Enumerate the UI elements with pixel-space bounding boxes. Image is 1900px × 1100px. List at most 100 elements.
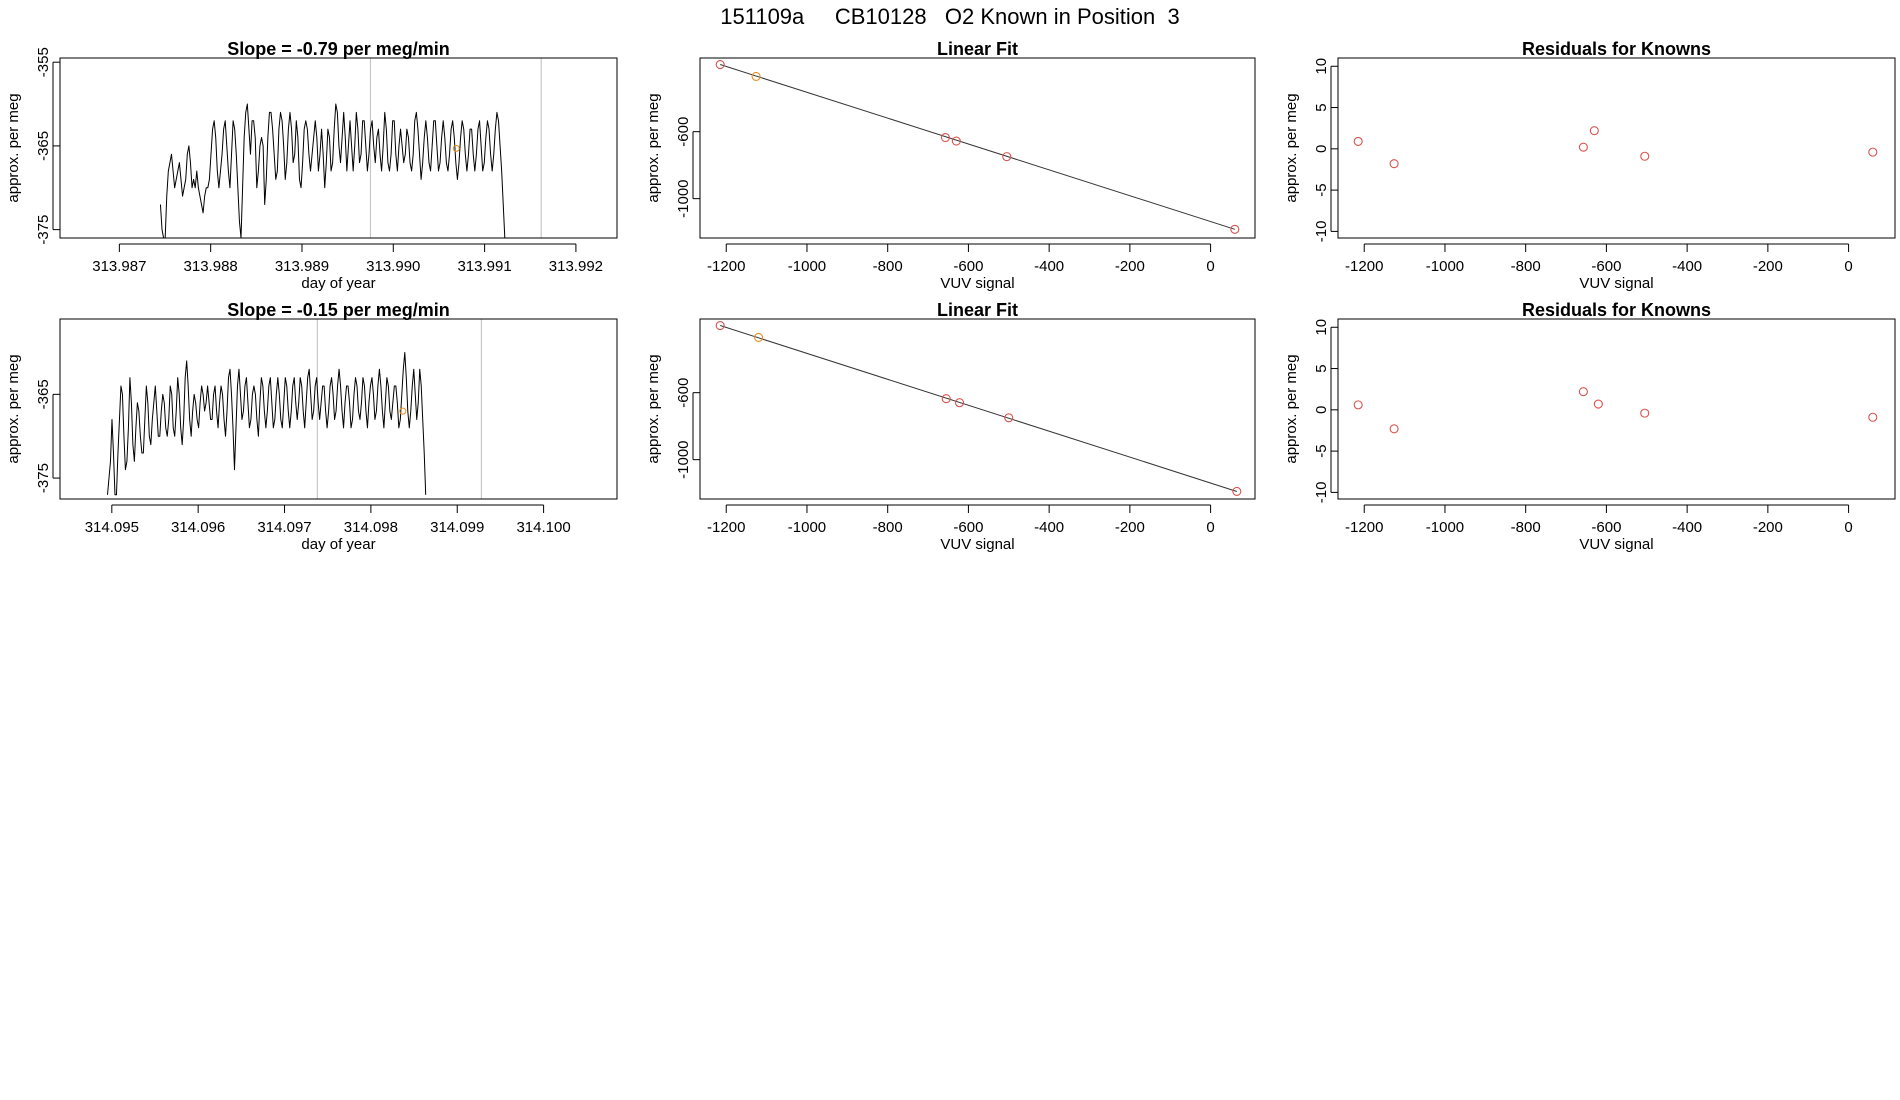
chart-title: Linear Fit xyxy=(937,300,1018,320)
x-tick-label: -600 xyxy=(1591,519,1621,536)
x-axis-label: VUV signal xyxy=(940,275,1014,292)
x-axis-label: VUV signal xyxy=(1579,536,1653,553)
y-tick-label: 5 xyxy=(1313,103,1330,111)
chart-title: Linear Fit xyxy=(937,39,1018,59)
x-tick-label: 314.097 xyxy=(257,519,311,536)
y-tick-label: 10 xyxy=(1313,319,1330,336)
x-tick-label: -1200 xyxy=(707,519,745,536)
plot-frame xyxy=(699,57,1256,239)
y-axis-label: approx. per meg xyxy=(1283,354,1300,463)
y-tick-label: -375 xyxy=(35,215,52,245)
x-axis-label: day of year xyxy=(301,275,375,292)
chart-title: Slope = -0.15 per meg/min xyxy=(227,300,450,320)
series-line xyxy=(159,103,506,238)
y-tick-label: -375 xyxy=(35,463,52,493)
plot-frame xyxy=(1337,318,1896,500)
data-point xyxy=(715,59,725,70)
y-axis-label: approx. per meg xyxy=(645,354,662,463)
data-point xyxy=(1589,126,1599,136)
x-tick-label: 313.992 xyxy=(549,258,603,275)
y-tick-label: 0 xyxy=(1313,145,1330,153)
chart-panel-2: Linear Fit -1200 -1000 -800 -600 -400 -200 0 VUV… xyxy=(645,39,1256,292)
y-tick-label: -10 xyxy=(1313,221,1330,243)
y-tick-label: -5 xyxy=(1313,444,1330,457)
data-point xyxy=(951,136,961,146)
x-tick-label: 0 xyxy=(1844,258,1852,275)
x-tick-label: -200 xyxy=(1753,258,1783,275)
x-tick-label: -600 xyxy=(953,258,983,275)
plot-frame xyxy=(59,318,618,500)
series-line xyxy=(107,351,427,496)
x-tick-label: -200 xyxy=(1115,258,1145,275)
plot-area xyxy=(107,319,483,499)
chart-panel-4: Slope = -0.15 per meg/min 314.095 314.096 3… xyxy=(5,300,618,553)
y-axis-label: approx. per meg xyxy=(645,93,662,202)
x-tick-label: -400 xyxy=(1672,258,1702,275)
x-tick-label: -600 xyxy=(1591,258,1621,275)
x-tick-label: -1000 xyxy=(788,519,826,536)
fit-line xyxy=(720,325,1237,492)
highlight-point xyxy=(399,407,407,415)
y-tick-label: -600 xyxy=(675,117,692,147)
x-axis-label: day of year xyxy=(301,536,375,553)
y-axis-label: approx. per meg xyxy=(1283,93,1300,202)
x-tick-label: 313.990 xyxy=(366,258,420,275)
data-point xyxy=(1389,424,1399,434)
x-tick-label: -1000 xyxy=(788,258,826,275)
page-title: 151109a CB10128 O2 Known in Position 3 xyxy=(720,4,1180,29)
data-point xyxy=(753,332,764,342)
x-tick-label: -800 xyxy=(873,258,903,275)
plot-area xyxy=(1353,387,1878,434)
plot-area xyxy=(715,59,1240,234)
y-tick-label: -10 xyxy=(1313,482,1330,504)
data-point xyxy=(1230,224,1240,234)
x-tick-label: 314.100 xyxy=(516,519,570,536)
data-point xyxy=(1353,400,1363,410)
y-tick-label: -355 xyxy=(35,47,52,77)
data-point xyxy=(1353,136,1363,146)
x-tick-label: -600 xyxy=(953,519,983,536)
x-tick-label: -1000 xyxy=(1426,519,1464,536)
x-tick-label: 313.988 xyxy=(184,258,238,275)
data-point xyxy=(1868,412,1878,422)
data-point xyxy=(1002,152,1012,162)
x-axis-label: VUV signal xyxy=(1579,275,1653,292)
x-axis-label: VUV signal xyxy=(940,536,1014,553)
y-axis-label: approx. per meg xyxy=(5,93,22,202)
x-tick-label: -400 xyxy=(1672,519,1702,536)
y-tick-label: -365 xyxy=(35,131,52,161)
y-tick-label: -1000 xyxy=(675,179,692,217)
data-point xyxy=(1578,387,1588,397)
data-point xyxy=(940,132,950,143)
data-point xyxy=(1389,159,1399,169)
data-point xyxy=(1578,142,1588,152)
data-point xyxy=(751,71,761,81)
x-tick-label: -800 xyxy=(1511,519,1541,536)
chart-panel-1: Slope = -0.79 per meg/min 313.987 313.988 3… xyxy=(5,39,618,292)
plot-frame xyxy=(1337,57,1896,239)
y-axis-label: approx. per meg xyxy=(5,354,22,463)
y-tick-label: 10 xyxy=(1313,58,1330,75)
y-tick-label: -5 xyxy=(1313,183,1330,196)
plot-frame xyxy=(59,57,618,239)
x-tick-label: 313.987 xyxy=(92,258,146,275)
x-tick-label: -400 xyxy=(1034,258,1064,275)
x-tick-label: -1200 xyxy=(1345,519,1383,536)
chart-panel-5: Linear Fit -1200 -1000 -800 -600 -400 -200 0 VUV… xyxy=(645,300,1256,553)
highlight-point xyxy=(452,144,460,152)
x-tick-label: 313.991 xyxy=(457,258,511,275)
x-tick-label: 313.989 xyxy=(275,258,329,275)
y-tick-label: 5 xyxy=(1313,364,1330,372)
x-tick-label: 0 xyxy=(1206,519,1214,536)
x-tick-label: -800 xyxy=(1511,258,1541,275)
chart-panel-6: Residuals for Knowns -1200 -1000 -800 -600 -4… xyxy=(1283,300,1896,553)
data-point xyxy=(1232,486,1242,497)
data-point xyxy=(1640,408,1650,418)
data-point xyxy=(1004,413,1014,423)
x-tick-label: 0 xyxy=(1206,258,1214,275)
chart-title: Residuals for Knowns xyxy=(1522,300,1711,320)
x-tick-label: -800 xyxy=(873,519,903,536)
x-tick-label: 314.099 xyxy=(430,519,484,536)
